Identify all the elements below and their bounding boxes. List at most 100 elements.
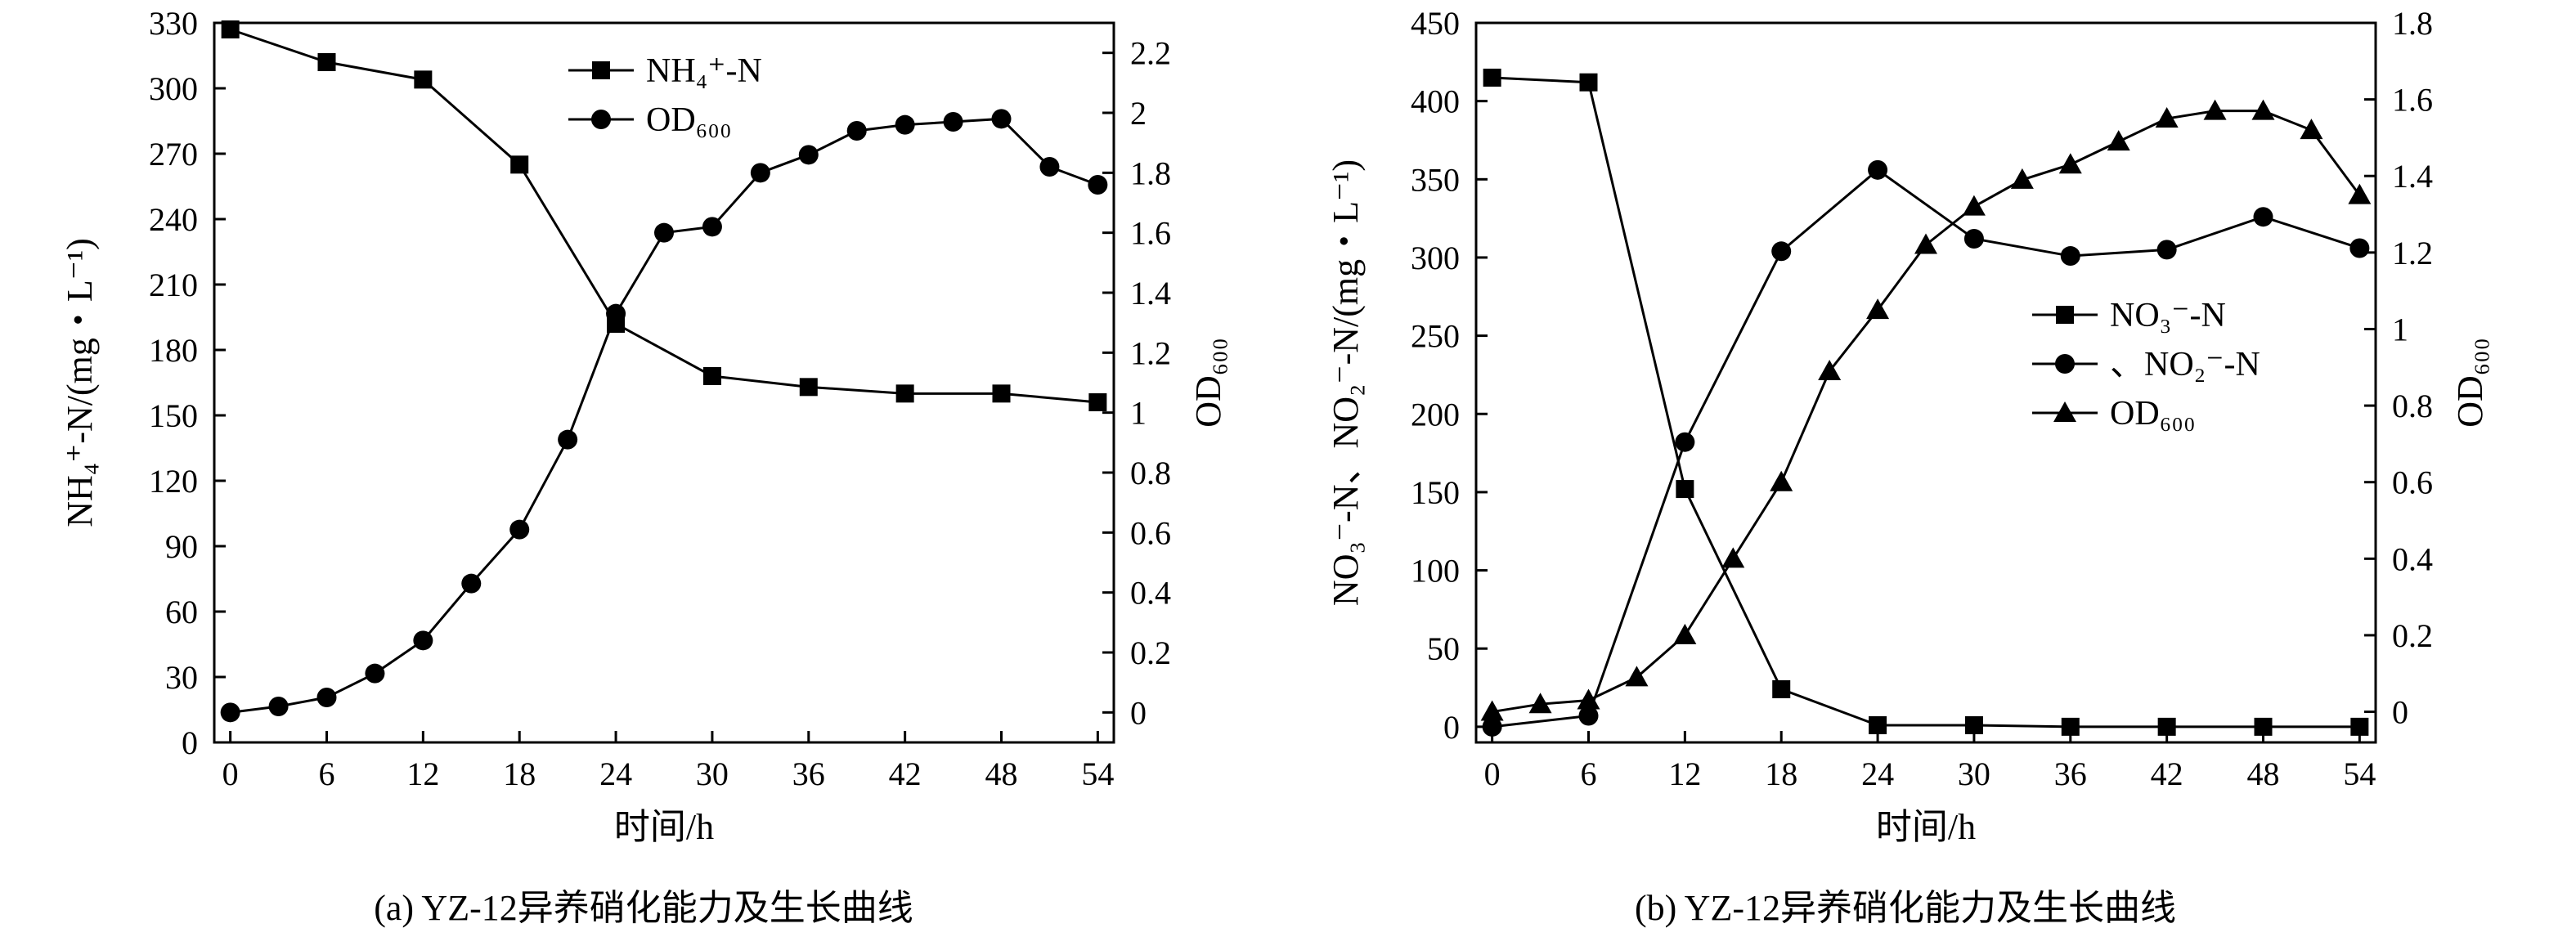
x-tick-label: 30 bbox=[1958, 755, 1990, 792]
x-tick-label: 6 bbox=[319, 755, 335, 792]
data-point bbox=[1721, 547, 1745, 568]
y-tick-label: 210 bbox=[149, 267, 198, 303]
legend-entry: NO₃⁻-N bbox=[2032, 297, 2226, 334]
series-triangle bbox=[1480, 99, 2372, 721]
y2-tick-label: 1.6 bbox=[2392, 82, 2433, 119]
y-tick-label: 150 bbox=[149, 397, 198, 434]
data-point bbox=[2254, 717, 2273, 736]
series-line bbox=[230, 117, 1098, 714]
y2-axis-title: OD₆₀₀ bbox=[1188, 338, 1228, 428]
data-point bbox=[750, 163, 770, 183]
y2-tick-label: 1.2 bbox=[1130, 334, 1171, 371]
data-point bbox=[1528, 693, 1552, 714]
y2-axis-title: OD₆₀₀ bbox=[2450, 338, 2490, 428]
y2-tick-label: 1.8 bbox=[1130, 155, 1171, 191]
series-line bbox=[1492, 76, 2360, 729]
legend-label: 、NO₂⁻-N bbox=[2110, 346, 2260, 383]
data-point bbox=[2107, 130, 2130, 151]
y-axis-title: NH₄⁺-N/(mg・L⁻¹) bbox=[60, 238, 100, 527]
legend-label: NO₃⁻-N bbox=[2110, 297, 2226, 334]
data-point bbox=[268, 697, 289, 716]
y2-tick-label: 1.6 bbox=[1130, 215, 1171, 252]
data-point bbox=[558, 429, 578, 450]
y-tick-label: 120 bbox=[149, 463, 198, 500]
y2-tick-label: 1.2 bbox=[2392, 235, 2433, 271]
data-point bbox=[2061, 717, 2080, 736]
y-tick-label: 400 bbox=[1411, 83, 1460, 120]
y2-tick-label: 0.8 bbox=[2392, 388, 2433, 424]
y2-tick-label: 0.6 bbox=[1130, 514, 1171, 551]
series-square bbox=[221, 20, 1107, 411]
data-point bbox=[1625, 666, 1649, 687]
y-tick-label: 90 bbox=[165, 528, 198, 565]
y2-tick-label: 1 bbox=[1130, 395, 1147, 432]
y-tick-label: 50 bbox=[1427, 630, 1460, 667]
data-point bbox=[702, 367, 721, 385]
x-tick-label: 18 bbox=[1765, 755, 1797, 792]
data-point bbox=[2203, 99, 2227, 120]
data-point bbox=[1771, 241, 1792, 262]
x-tick-label: 36 bbox=[2054, 755, 2087, 792]
data-point bbox=[1869, 715, 1887, 734]
data-point bbox=[702, 217, 722, 237]
y-tick-label: 200 bbox=[1411, 396, 1460, 433]
y2-tick-label: 2.2 bbox=[1130, 35, 1171, 72]
y2-tick-label: 0 bbox=[1130, 694, 1147, 731]
data-point bbox=[1088, 393, 1107, 411]
data-point bbox=[317, 53, 336, 71]
data-point bbox=[365, 663, 385, 684]
x-tick-label: 36 bbox=[792, 755, 825, 792]
data-point bbox=[1770, 470, 1793, 491]
y-tick-label: 100 bbox=[1411, 553, 1460, 590]
legend-label: OD₆₀₀ bbox=[2110, 395, 2196, 433]
y2-tick-label: 0.4 bbox=[1130, 575, 1171, 612]
y-axis-title: NO₃⁻-N、NO₂⁻-N/(mg・L⁻¹) bbox=[1326, 159, 1366, 606]
legend-entry: OD₆₀₀ bbox=[568, 101, 732, 139]
data-point bbox=[1866, 298, 1890, 320]
y2-tick-label: 0.4 bbox=[2392, 540, 2433, 577]
data-point bbox=[2155, 107, 2179, 128]
y2-tick-label: 2 bbox=[1130, 95, 1147, 132]
y-tick-label: 180 bbox=[149, 332, 198, 369]
data-point bbox=[1914, 233, 1937, 254]
y-tick-label: 350 bbox=[1411, 161, 1460, 198]
y-tick-label: 300 bbox=[1411, 240, 1460, 276]
data-point bbox=[1676, 480, 1694, 499]
legend-entry: 、NO₂⁻-N bbox=[2032, 346, 2260, 383]
data-point bbox=[606, 303, 626, 324]
panel-caption: (a) YZ-12异养硝化能力及生长曲线 bbox=[374, 888, 913, 928]
data-point bbox=[220, 702, 240, 723]
data-point bbox=[2157, 717, 2176, 736]
y-tick-label: 330 bbox=[149, 5, 198, 42]
data-point bbox=[991, 109, 1012, 129]
legend-entry: OD₆₀₀ bbox=[2032, 395, 2196, 433]
y-tick-label: 270 bbox=[149, 136, 198, 173]
data-point bbox=[846, 121, 867, 141]
chart-panel-b: 0 6 12 18 24 30 36 42 48 54 0 50 100 150 200 250 300 350 4… bbox=[1326, 5, 2490, 928]
data-point bbox=[1963, 229, 1984, 249]
x-tick-label: 0 bbox=[222, 755, 239, 792]
x-tick-label: 48 bbox=[2247, 755, 2280, 792]
series-line bbox=[230, 28, 1098, 404]
data-point bbox=[2348, 183, 2372, 204]
data-point bbox=[2251, 99, 2275, 120]
y-tick-label: 150 bbox=[1411, 474, 1460, 511]
data-point bbox=[1577, 688, 1600, 710]
data-point bbox=[1483, 68, 1501, 87]
y-tick-label: 0 bbox=[1443, 709, 1460, 746]
y-tick-label: 30 bbox=[165, 659, 198, 696]
data-point bbox=[799, 378, 818, 397]
x-tick-label: 24 bbox=[1861, 755, 1894, 792]
data-point bbox=[2300, 119, 2323, 140]
y-tick-label: 0 bbox=[182, 724, 198, 761]
data-point bbox=[2010, 168, 2034, 189]
x-tick-label: 24 bbox=[599, 755, 632, 792]
data-point bbox=[1964, 715, 1983, 734]
data-point bbox=[1088, 175, 1108, 195]
data-point bbox=[1673, 623, 1697, 644]
plot-frame bbox=[1474, 21, 2377, 744]
y2-tick-label: 0.2 bbox=[2392, 617, 2433, 654]
x-tick-label: 42 bbox=[889, 755, 922, 792]
y2-tick-label: 0 bbox=[2392, 694, 2408, 731]
